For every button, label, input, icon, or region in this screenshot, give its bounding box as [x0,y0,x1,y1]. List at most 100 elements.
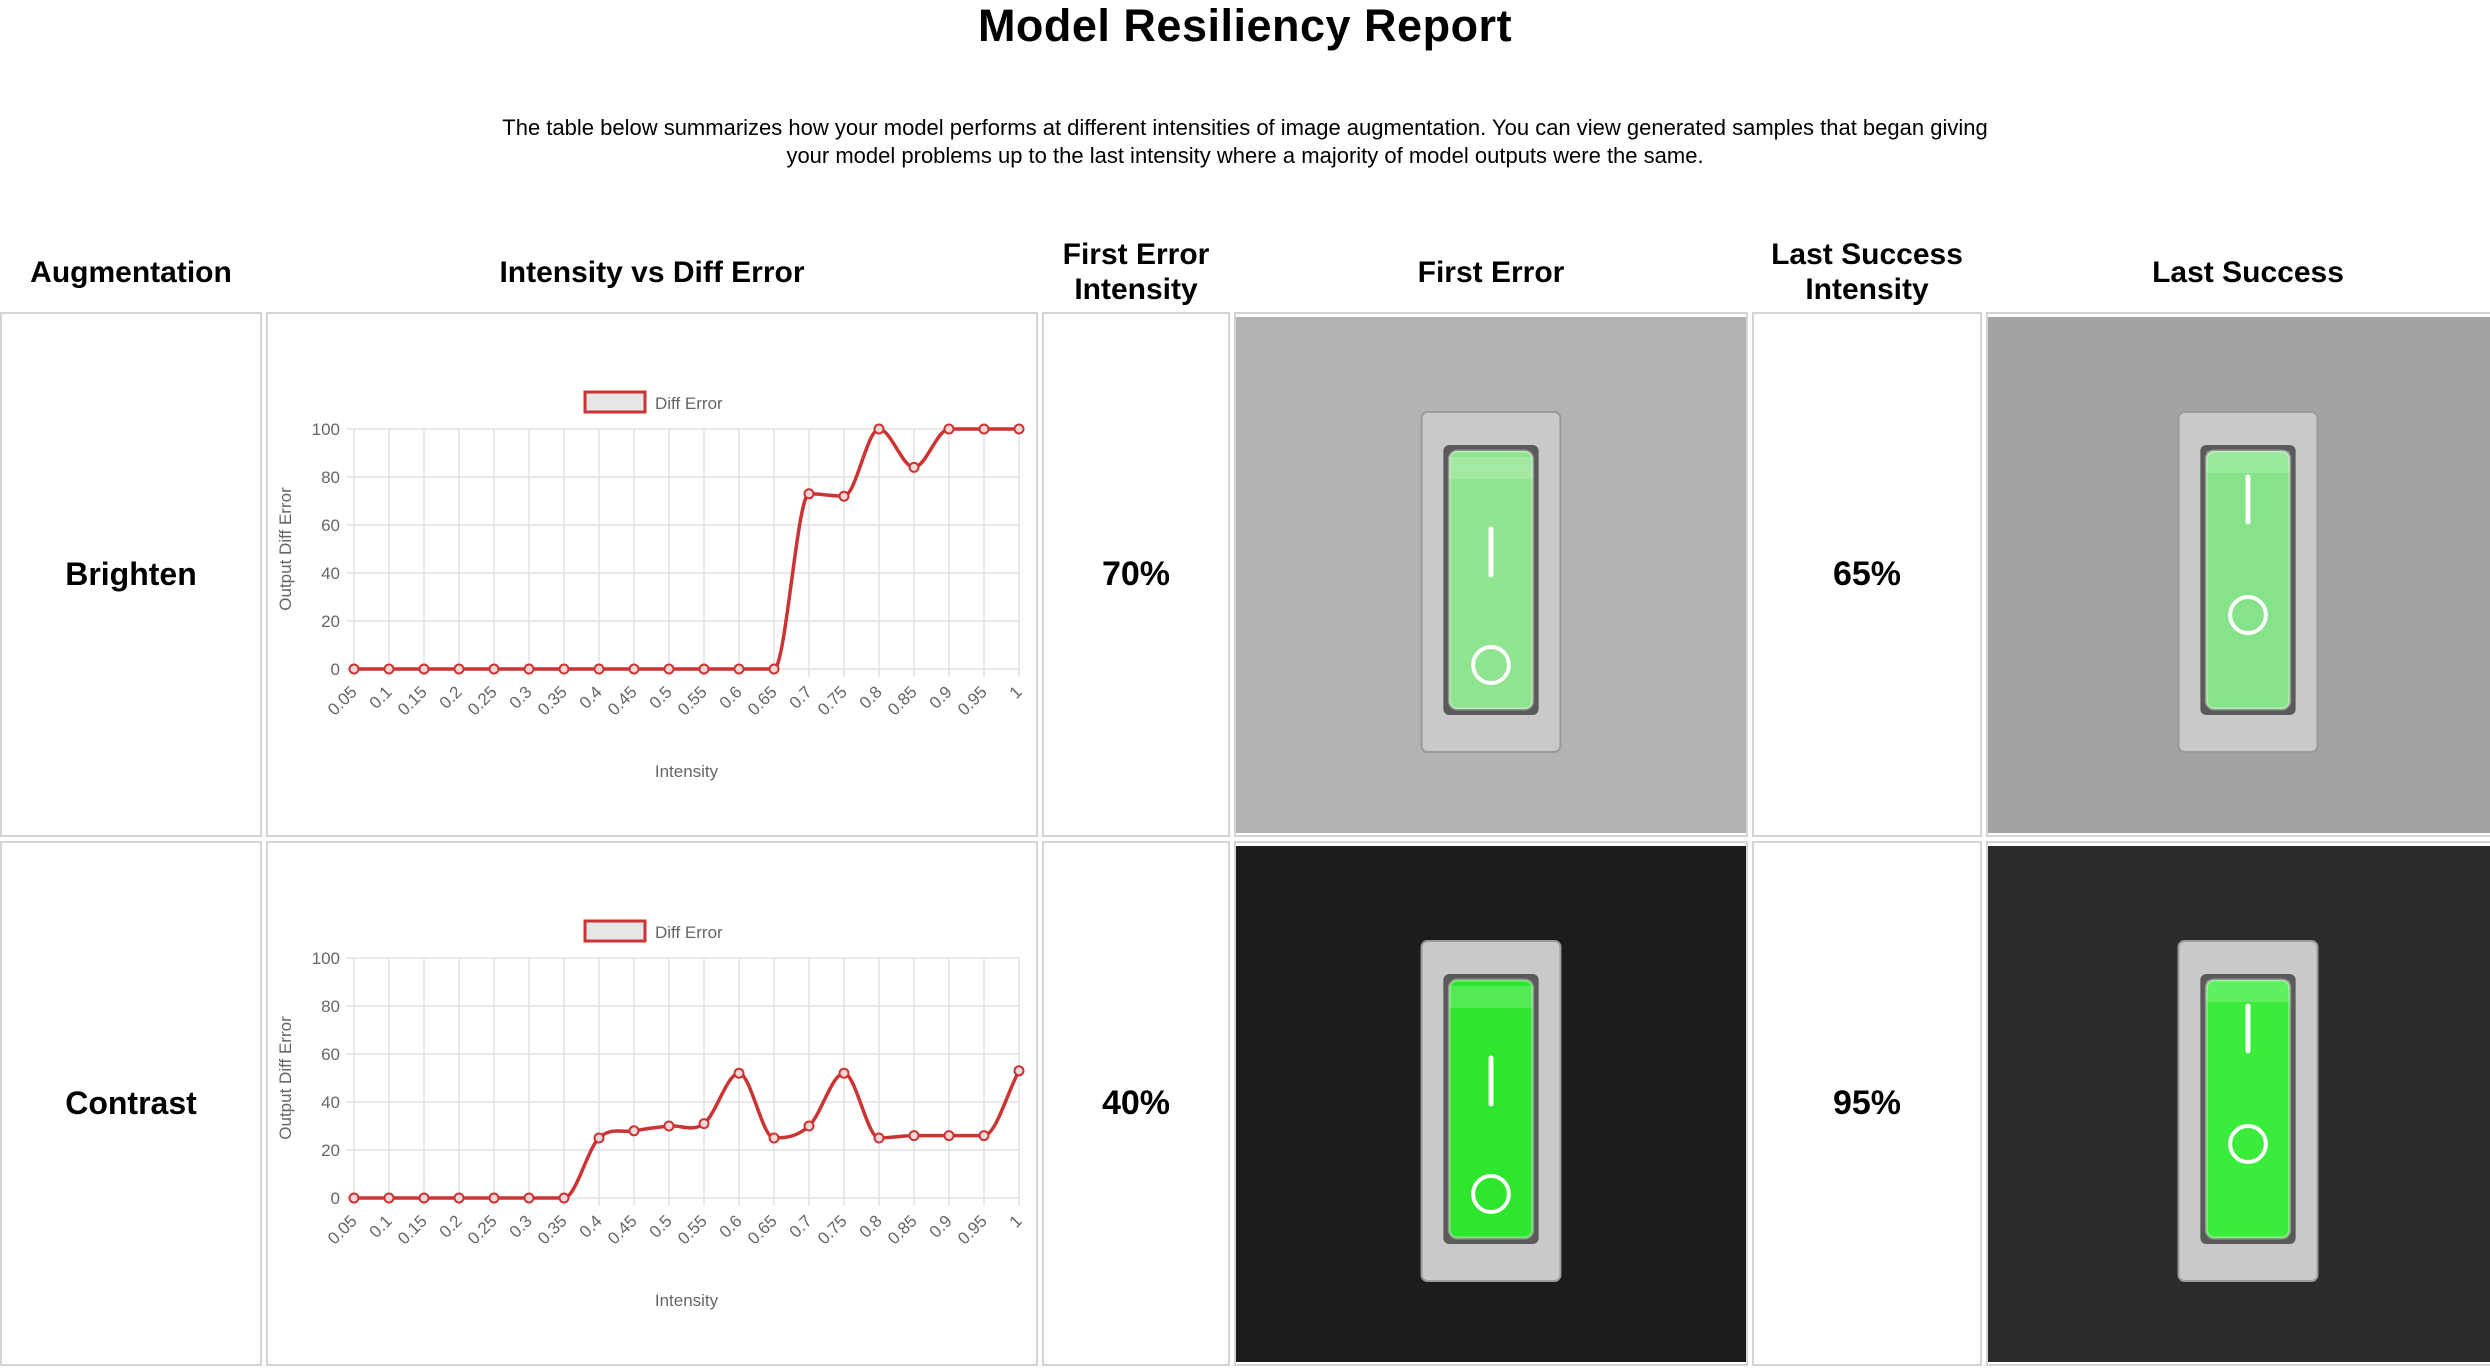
y-tick-label: 60 [321,1045,340,1064]
data-point [978,423,990,435]
x-tick-label: 0.65 [744,1211,781,1248]
x-tick-label: 0.9 [926,1211,956,1241]
y-tick-label: 40 [321,1093,340,1112]
y-tick-label: 60 [321,516,340,535]
x-tick-label: 0.4 [576,1211,606,1241]
first-error-sample-cell [1234,841,1748,1366]
y-tick-label: 100 [312,949,340,968]
switch-highlight [2206,979,2290,1002]
data-point [733,663,745,675]
last-success-intensity: 95% [1752,841,1982,1366]
data-point [383,1192,395,1204]
augmentation-name: Contrast [0,841,262,1366]
y-tick-label: 0 [331,1189,340,1208]
table-header-row: Augmentation Intensity vs Diff Error Fir… [0,236,2490,308]
data-point [453,663,465,675]
x-tick-label: 0.1 [366,1211,396,1241]
x-tick-label: 0.35 [534,682,571,719]
last-success-sample-cell [1986,841,2490,1366]
data-point [908,1130,920,1142]
x-tick-label: 0.15 [394,682,431,719]
data-point [593,663,605,675]
x-axis-label: Intensity [655,762,719,781]
x-tick-label: 0.2 [436,1211,466,1241]
page-title: Model Resiliency Report [977,0,1513,51]
legend-swatch [583,919,647,943]
x-tick-label: 0.65 [744,682,781,719]
data-point [768,1132,780,1144]
data-point [663,1120,675,1132]
data-point [803,1120,815,1132]
switch-highlight [1449,985,1533,1008]
data-point [558,1192,570,1204]
series-line [354,427,1019,671]
data-point [873,1132,885,1144]
x-tick-label: 0.5 [646,1211,676,1241]
x-tick-label: 0.4 [576,682,606,712]
switch-rocker [1447,449,1535,710]
legend-label: Diff Error [655,923,723,942]
first-error-sample-image [1236,845,1746,1362]
x-tick-label: 0.5 [646,682,676,712]
x-tick-label: 0.75 [814,1211,851,1248]
legend-label: Diff Error [655,394,723,413]
x-tick-label: 0.3 [506,682,536,712]
data-point [943,423,955,435]
header-first-error: First Error [1417,255,1565,289]
x-tick-label: 0.8 [856,1211,886,1241]
x-tick-label: 0.35 [534,1211,571,1248]
x-tick-label: 0.8 [856,682,886,712]
x-tick-label: 0.15 [394,1211,431,1248]
table-row: Brighten 0 20 40 60 80 100 0.05 0.1 0.15 0.2 0.25 0… [0,312,2490,837]
y-tick-label: 20 [321,612,340,631]
switch-highlight [2206,450,2290,473]
data-point [698,663,710,675]
off-symbol [2228,1123,2268,1164]
x-axis-label: Intensity [655,1291,719,1310]
header-chart: Intensity vs Diff Error [499,255,805,289]
y-tick-label: 20 [321,1141,340,1160]
data-point [943,1130,955,1142]
x-tick-label: 0.7 [786,1211,816,1241]
x-tick-label: 0.25 [464,1211,501,1248]
last-success-intensity: 65% [1752,312,1982,837]
last-success-sample-image [1988,845,2490,1362]
data-point [1013,1065,1025,1077]
x-tick-label: 0.95 [954,682,991,719]
off-symbol [2228,594,2268,635]
off-symbol [1471,1173,1511,1214]
x-tick-label: 0.9 [926,682,956,712]
x-tick-label: 0.45 [604,682,641,719]
off-symbol [1471,644,1511,685]
table-row: Contrast 0 20 40 60 80 100 0.05 0.1 0.15 0.2 0.25 0… [0,841,2490,1366]
data-point [523,1192,535,1204]
report-description: The table below summarizes how your mode… [502,115,1988,168]
header-last-success-intensity: Last Success Intensity [1771,238,1963,306]
data-point [663,663,675,675]
y-tick-label: 0 [331,660,340,679]
data-point [523,663,535,675]
data-point [873,423,885,435]
x-tick-label: 0.75 [814,682,851,719]
y-tick-label: 80 [321,468,340,487]
chart-cell: 0 20 40 60 80 100 0.05 0.1 0.15 0.2 0.25 0.3 0.35 0.4… [266,841,1038,1366]
legend-swatch [583,390,647,414]
x-tick-label: 0.85 [884,1211,921,1248]
last-success-sample-cell [1986,312,2490,837]
first-error-intensity: 70% [1042,312,1230,837]
x-tick-label: 0.25 [464,682,501,719]
first-error-intensity: 40% [1042,841,1230,1366]
x-tick-label: 0.05 [324,1211,361,1248]
x-tick-label: 0.1 [366,682,396,712]
augmentation-name: Brighten [0,312,262,837]
y-tick-label: 40 [321,564,340,583]
chart-cell: 0 20 40 60 80 100 0.05 0.1 0.15 0.2 0.25 0.3 0.35 0.4… [266,312,1038,837]
x-tick-label: 0.55 [674,1211,711,1248]
data-point [733,1067,745,1079]
header-augmentation: Augmentation [30,255,232,289]
data-point [558,663,570,675]
resiliency-table: Augmentation Intensity vs Diff Error Fir… [0,232,2490,1370]
header-last-success: Last Success [2152,255,2344,289]
x-tick-label: 0.95 [954,1211,991,1248]
